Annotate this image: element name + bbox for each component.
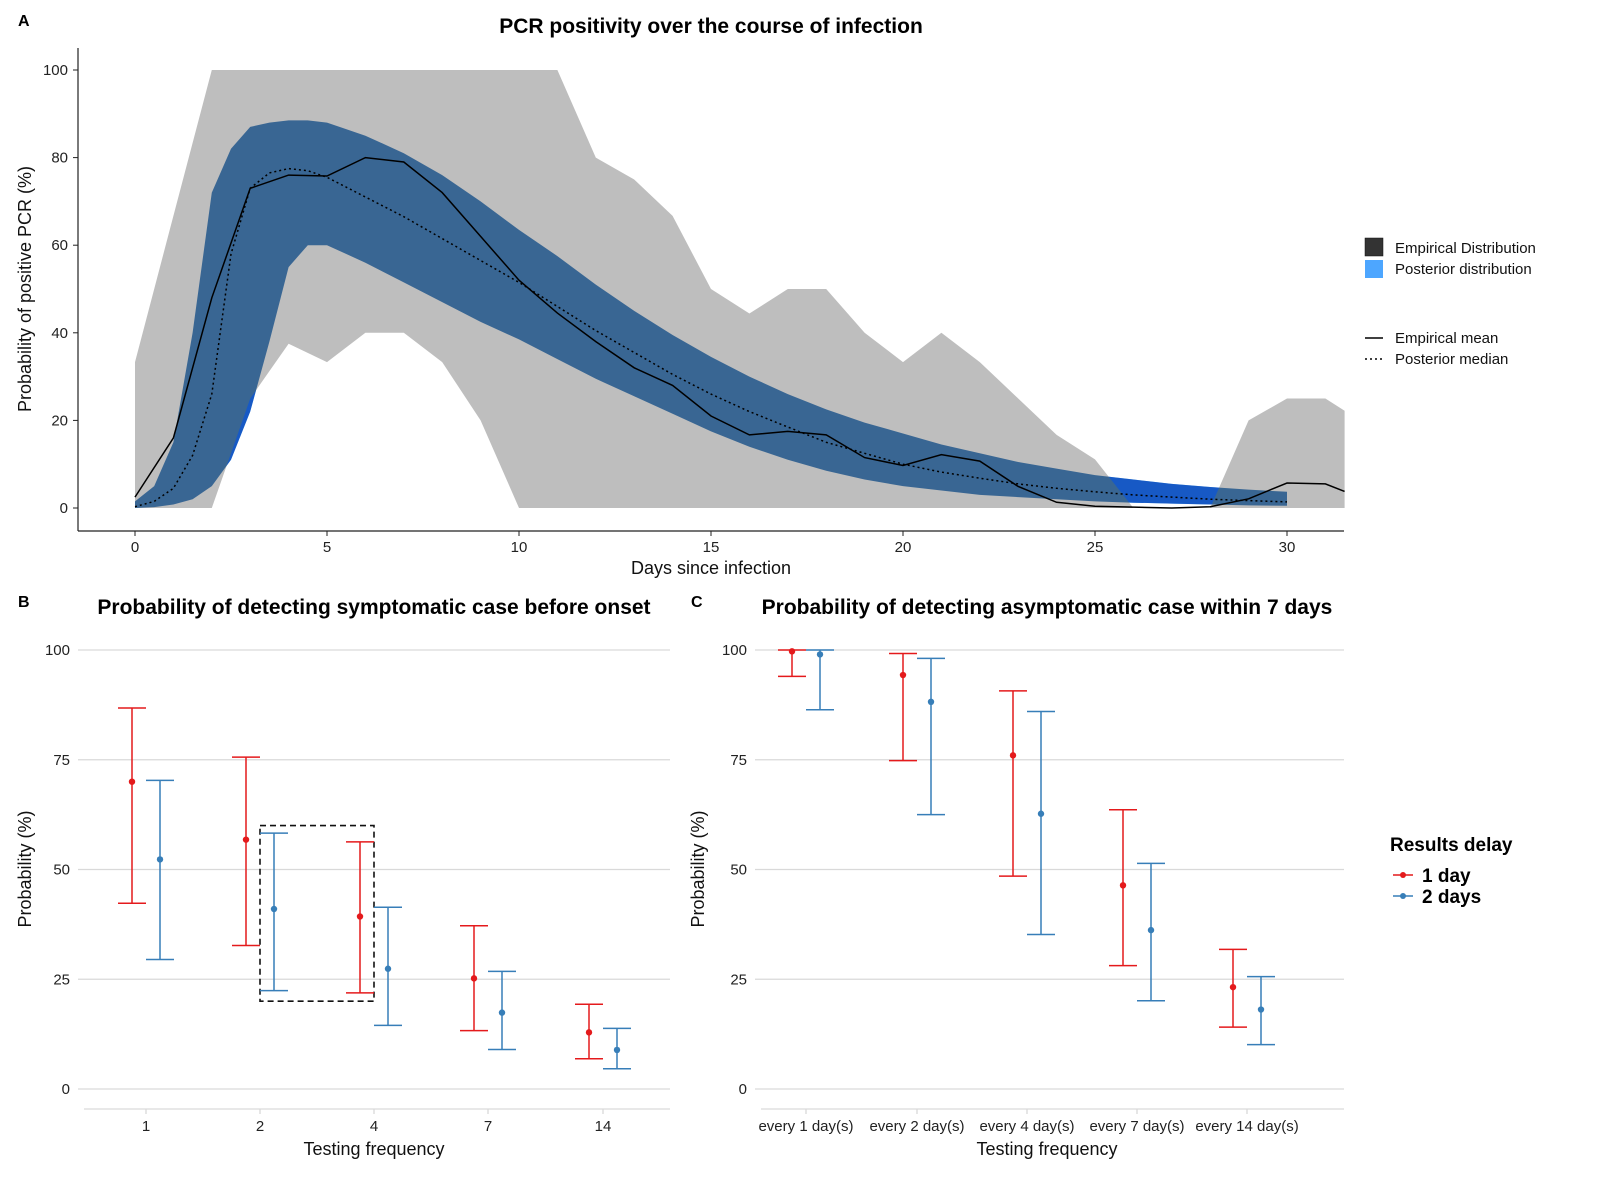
point-1-day — [1009, 752, 1017, 759]
panel-c-x-tick-label: every 14 day(s) — [1195, 1118, 1298, 1135]
panel-a-y-tick-label: 20 — [51, 412, 68, 429]
point-1-day — [128, 778, 136, 785]
point-1-day — [356, 913, 364, 920]
point-1-day — [899, 671, 907, 679]
point-1-day — [470, 975, 478, 982]
panel-b-annotation — [259, 824, 375, 1002]
legend-swatch-empirical-distribution — [1364, 237, 1384, 257]
panel-a-y-axis-title: Probability of positive PCR (%) — [15, 166, 35, 412]
panel-b-x-tick-label: 2 — [256, 1118, 264, 1135]
panel-b-y-tick-label: 50 — [53, 862, 70, 879]
panel-b-x-tick-label: 1 — [142, 1118, 150, 1135]
panel-a-x-tick-label: 20 — [895, 539, 912, 556]
legend-label-2-days: 2 days — [1422, 887, 1481, 908]
panel-b-x-tick-label: 4 — [370, 1118, 378, 1135]
legend-title-results-delay: Results delay — [1390, 835, 1513, 856]
panel-c-x-tick-label: every 4 day(s) — [979, 1118, 1074, 1135]
panel-label-c: C — [691, 594, 703, 611]
panel-b-y-tick-label: 0 — [62, 1081, 70, 1098]
figure: A PCR positivity over the course of infe… — [15, 13, 1536, 1159]
panel-b-y-tick-label: 75 — [53, 752, 70, 769]
panel-a-x-tick-label: 10 — [511, 539, 528, 556]
empirical-mean-line — [134, 156, 1345, 509]
panel-c-y-tick-label: 75 — [730, 752, 747, 769]
point-2-days — [613, 1046, 621, 1054]
panel-a-y-tick-label: 80 — [51, 150, 68, 167]
panel-label-b: B — [18, 594, 30, 611]
panel-c-title: Probability of detecting asymptomatic ca… — [762, 596, 1333, 619]
panel-a-y-tick-label: 0 — [60, 500, 68, 517]
point-2-days — [270, 905, 278, 913]
panel-b-y-tick-label: 100 — [45, 642, 70, 659]
legend-label-empirical-distribution: Empirical Distribution — [1395, 240, 1536, 257]
panel-a-axes: 0 20 40 60 80 100 0 5 10 15 20 25 30 — [43, 48, 1344, 556]
panel-c-marks — [778, 648, 1275, 1046]
panel-a-x-axis-title: Days since infection — [631, 558, 791, 578]
point-2-days — [156, 856, 164, 863]
posterior-distribution-band — [135, 120, 1287, 509]
point-1-day — [1229, 983, 1237, 991]
panel-a-y-tick-label: 60 — [51, 237, 68, 254]
point-2-days — [1037, 810, 1045, 817]
panel-c-grid — [755, 649, 1344, 1090]
posterior-median-line — [134, 167, 1288, 508]
panel-b-x-axis-title: Testing frequency — [303, 1139, 444, 1159]
panel-c-y-tick-label: 0 — [739, 1081, 747, 1098]
panel-b-marks — [118, 707, 631, 1070]
panel-c-legend: Results delay 1 day 2 days — [1390, 835, 1513, 908]
panel-a-x-tick-label: 25 — [1087, 539, 1104, 556]
legend-label-posterior-distribution: Posterior distribution — [1395, 261, 1532, 278]
point-2-days — [498, 1009, 506, 1016]
panel-c-y-tick-label: 50 — [730, 862, 747, 879]
panel-c-x-tick-label: every 1 day(s) — [758, 1118, 853, 1135]
legend-label-posterior-median: Posterior median — [1395, 351, 1508, 368]
point-2-days — [816, 651, 824, 658]
panel-c: C Probability of detecting asymptomatic … — [688, 594, 1513, 1159]
point-2-days — [1257, 1006, 1265, 1013]
panel-a: A PCR positivity over the course of infe… — [15, 13, 1536, 578]
panel-c-y-tick-label: 25 — [730, 971, 747, 988]
panel-a-y-tick-label: 40 — [51, 325, 68, 342]
panel-b-grid — [78, 649, 670, 1090]
point-2-days — [384, 965, 392, 972]
legend-swatch-posterior-distribution — [1365, 260, 1383, 278]
panel-a-legend: Empirical Distribution Posterior distrib… — [1364, 237, 1536, 368]
panel-a-x-tick-label: 30 — [1279, 539, 1296, 556]
point-2-days — [1147, 926, 1155, 934]
panel-b-axes: 0 25 50 75 100 1 2 4 7 14 — [45, 642, 670, 1135]
panel-c-y-axis-title: Probability (%) — [688, 810, 708, 927]
point-1-day — [1119, 882, 1127, 889]
panel-b-title: Probability of detecting symptomatic cas… — [97, 596, 650, 619]
panel-c-y-tick-label: 100 — [722, 642, 747, 659]
panel-c-x-tick-label: every 7 day(s) — [1089, 1118, 1184, 1135]
panel-a-x-tick-label: 15 — [703, 539, 720, 556]
point-1-day — [242, 836, 250, 843]
panel-a-y-tick-label: 100 — [43, 62, 68, 79]
panel-b-x-tick-label: 7 — [484, 1118, 492, 1135]
panel-a-bands — [135, 70, 1345, 509]
panel-c-axes: 0 25 50 75 100 every 1 day(s) every 2 day(s) ev… — [722, 642, 1344, 1135]
panel-a-x-tick-label: 5 — [323, 539, 331, 556]
point-1-day — [788, 648, 796, 655]
panel-b-y-axis-title: Probability (%) — [15, 810, 35, 927]
panel-b: B Probability of detecting symptomatic c… — [15, 594, 670, 1159]
point-2-days — [927, 698, 935, 706]
legend-key-2-days-point — [1400, 893, 1406, 899]
legend-label-1-day: 1 day — [1422, 866, 1471, 887]
panel-c-x-axis-title: Testing frequency — [976, 1139, 1117, 1159]
legend-key-1-day-point — [1400, 872, 1406, 878]
highlight-dashed-rectangle — [259, 824, 375, 1002]
panel-a-lines — [134, 156, 1345, 509]
legend-label-empirical-mean: Empirical mean — [1395, 330, 1498, 347]
panel-c-x-tick-label: every 2 day(s) — [869, 1118, 964, 1135]
panel-a-x-tick-label: 0 — [131, 539, 139, 556]
panel-b-y-tick-label: 25 — [53, 971, 70, 988]
panel-label-a: A — [18, 13, 30, 30]
panel-a-title: PCR positivity over the course of infect… — [499, 15, 923, 38]
panel-b-x-tick-label: 14 — [595, 1118, 612, 1135]
point-1-day — [585, 1029, 593, 1036]
